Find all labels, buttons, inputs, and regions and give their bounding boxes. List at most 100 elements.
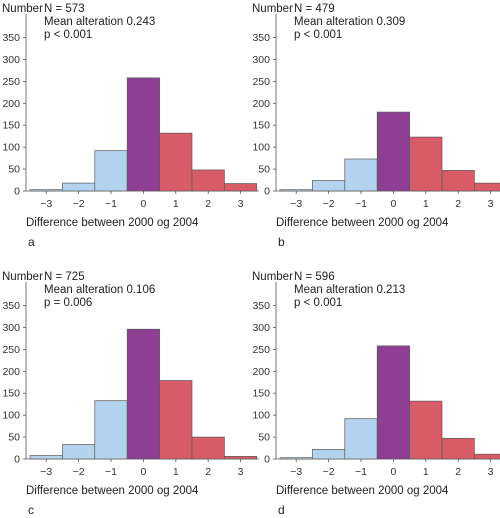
- y-tick-label: 300: [2, 322, 20, 334]
- y-tick-label: 250: [2, 344, 20, 356]
- y-tick-label: 150: [252, 388, 270, 400]
- y-tick-label: 200: [2, 98, 20, 110]
- panel-d: 0 50 100 150 200 250 300 350 −3 −2 −1 0 1 2 3 Number N =…: [252, 271, 500, 517]
- bar-0: [376, 111, 410, 192]
- y-tick-label: 300: [252, 54, 270, 66]
- x-axis-label: Difference between 2000 og 2004: [276, 217, 449, 229]
- bar-2: [191, 436, 225, 460]
- y-axis-label: Number: [252, 3, 293, 15]
- y-tick-label: 150: [252, 120, 270, 132]
- y-tick-label: 350: [252, 32, 270, 44]
- y-tick-label: 250: [252, 344, 270, 356]
- y-tick-label: 300: [252, 322, 270, 334]
- y-tick-label: 100: [252, 410, 270, 422]
- bar-0: [126, 77, 160, 192]
- annotation-1: N = 725: [44, 271, 85, 283]
- panel-letter: a: [28, 235, 35, 249]
- annotation-3: p < 0.001: [44, 29, 92, 41]
- x-tick-label: −3: [290, 466, 302, 478]
- x-tick-label: −2: [73, 198, 85, 210]
- bar--1: [94, 400, 128, 460]
- bar--2: [312, 449, 346, 460]
- annotation-3: p = 0.006: [44, 297, 92, 309]
- y-tick-label: 200: [2, 366, 20, 378]
- bar-2: [191, 169, 225, 192]
- bar--2: [62, 182, 96, 192]
- x-tick-label: −3: [290, 198, 302, 210]
- y-tick-label: 0: [264, 454, 270, 466]
- x-tick-label: −3: [40, 466, 52, 478]
- y-tick-label: 150: [2, 120, 20, 132]
- x-tick-label: −1: [355, 466, 367, 478]
- x-tick-label: −1: [105, 466, 117, 478]
- bar-3: [224, 456, 258, 460]
- bar--1: [94, 150, 128, 192]
- x-tick-label: −2: [323, 466, 335, 478]
- annotation-3: p < 0.001: [294, 297, 342, 309]
- x-tick-label: −1: [355, 198, 367, 210]
- x-tick-label: 1: [173, 466, 179, 478]
- x-tick-label: 1: [423, 198, 429, 210]
- bar-0: [126, 328, 160, 460]
- x-tick-label: −2: [323, 198, 335, 210]
- y-axis-label: Number: [252, 271, 293, 283]
- panel-a: 0 50 100 150 200 250 300 350 −3 −2 −1 0 1 2 3 Number N =…: [2, 3, 259, 249]
- bar--3: [279, 189, 313, 192]
- y-tick-label: 100: [252, 142, 270, 154]
- annotation-2: Mean alteration 0.309: [294, 16, 405, 28]
- x-axis-label: Difference between 2000 og 2004: [26, 217, 199, 229]
- x-tick-label: 3: [488, 198, 494, 210]
- x-tick-label: 2: [455, 466, 461, 478]
- y-tick-label: 0: [14, 454, 20, 466]
- x-tick-label: 0: [140, 466, 146, 478]
- annotation-2: Mean alteration 0.213: [294, 284, 405, 296]
- annotation-1: N = 479: [294, 3, 335, 15]
- bar--2: [62, 444, 96, 460]
- panel-letter: b: [278, 235, 285, 249]
- panel-b: 0 50 100 150 200 250 300 350 −3 −2 −1 0 1 2 3 Number N =…: [252, 3, 500, 249]
- bar--3: [279, 457, 313, 460]
- panel-letter: c: [28, 503, 34, 517]
- panel-letter: d: [278, 503, 285, 517]
- y-tick-label: 200: [252, 98, 270, 110]
- bar-2: [441, 170, 475, 192]
- x-tick-label: −3: [40, 198, 52, 210]
- y-tick-label: 300: [2, 54, 20, 66]
- y-tick-label: 100: [2, 142, 20, 154]
- y-tick-label: 350: [2, 32, 20, 44]
- panel-c: 0 50 100 150 200 250 300 350 −3 −2 −1 0 1 2 3 Number N =…: [2, 271, 259, 517]
- annotation-1: N = 596: [294, 271, 335, 283]
- y-tick-label: 250: [2, 76, 20, 88]
- annotation-2: Mean alteration 0.106: [44, 284, 155, 296]
- y-tick-label: 200: [252, 366, 270, 378]
- bar-1: [159, 132, 193, 192]
- x-tick-label: 0: [390, 198, 396, 210]
- y-tick-label: 250: [252, 76, 270, 88]
- y-tick-label: 50: [8, 164, 20, 176]
- x-tick-label: 2: [205, 198, 211, 210]
- y-tick-label: 50: [258, 164, 270, 176]
- annotation-1: N = 573: [44, 3, 85, 15]
- y-tick-label: 150: [2, 388, 20, 400]
- bar--2: [312, 180, 346, 192]
- y-tick-label: 350: [252, 300, 270, 312]
- bar--3: [29, 455, 63, 460]
- bar--1: [344, 158, 378, 192]
- x-tick-label: 3: [238, 466, 244, 478]
- x-axis-label: Difference between 2000 og 2004: [26, 485, 199, 497]
- bar-2: [441, 438, 475, 460]
- bar-1: [409, 400, 443, 460]
- y-tick-label: 0: [264, 186, 270, 198]
- bar-3: [474, 453, 500, 460]
- bar-1: [159, 380, 193, 460]
- bar-1: [409, 136, 443, 192]
- y-axis-label: Number: [2, 271, 43, 283]
- y-tick-label: 50: [8, 432, 20, 444]
- x-tick-label: 0: [140, 198, 146, 210]
- annotation-2: Mean alteration 0.243: [44, 16, 155, 28]
- x-tick-label: −2: [73, 466, 85, 478]
- annotation-3: p < 0.001: [294, 29, 342, 41]
- y-tick-label: 350: [2, 300, 20, 312]
- y-axis-label: Number: [2, 3, 43, 15]
